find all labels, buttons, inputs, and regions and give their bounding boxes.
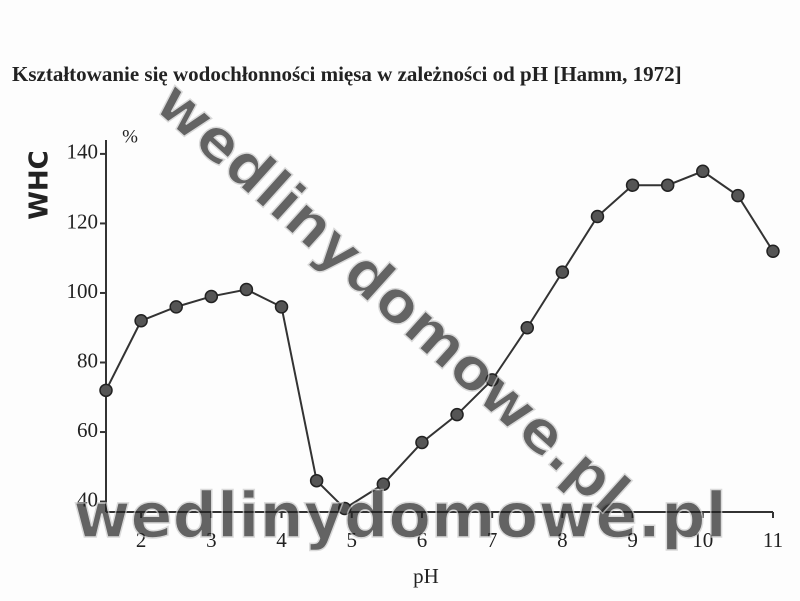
- chart-title: Kształtowanie się wodochłonności mięsa w…: [12, 62, 682, 86]
- x-tick-label: 8: [557, 528, 568, 552]
- x-axis-label: pH: [413, 564, 439, 588]
- x-tick-label: 5: [346, 528, 357, 552]
- data-point: [415, 435, 429, 450]
- data-point: [766, 244, 780, 259]
- data-point: [731, 188, 745, 203]
- x-tick-label: 9: [627, 528, 638, 552]
- x-tick-label: 11: [763, 528, 783, 552]
- y-tick-label: 40: [77, 487, 98, 511]
- data-point: [376, 477, 391, 491]
- watermark: wedlinydomowe.pl: [73, 479, 726, 552]
- data-point: [625, 178, 640, 192]
- y-tick-label: 140: [67, 140, 99, 164]
- y-tick-label: 80: [77, 348, 98, 372]
- y-unit: %: [122, 126, 138, 147]
- x-tick-label: 2: [136, 528, 147, 552]
- x-tick-label: 6: [417, 528, 428, 552]
- data-point: [555, 265, 570, 279]
- y-tick-label: 60: [77, 418, 98, 442]
- x-tick-label: 4: [276, 528, 287, 552]
- data-point: [239, 282, 254, 297]
- data-point: [169, 300, 183, 314]
- data-point: [204, 289, 219, 304]
- data-point: [590, 209, 605, 224]
- data-point: [134, 314, 148, 328]
- data-point: [99, 383, 113, 398]
- data-point: [660, 178, 675, 192]
- data-point: [485, 373, 499, 387]
- y-tick-label: 100: [67, 279, 99, 303]
- data-point: [520, 320, 535, 335]
- data-point: [337, 501, 352, 516]
- data-point: [309, 473, 324, 488]
- y-tick-label: 120: [67, 209, 99, 233]
- data-point: [696, 164, 710, 179]
- data-point: [274, 300, 289, 314]
- x-tick-label: 3: [206, 528, 217, 552]
- data-point: [450, 407, 464, 422]
- x-tick-label: 10: [692, 528, 713, 552]
- x-tick-label: 7: [487, 528, 498, 552]
- y-axis-label: WHC: [25, 150, 55, 220]
